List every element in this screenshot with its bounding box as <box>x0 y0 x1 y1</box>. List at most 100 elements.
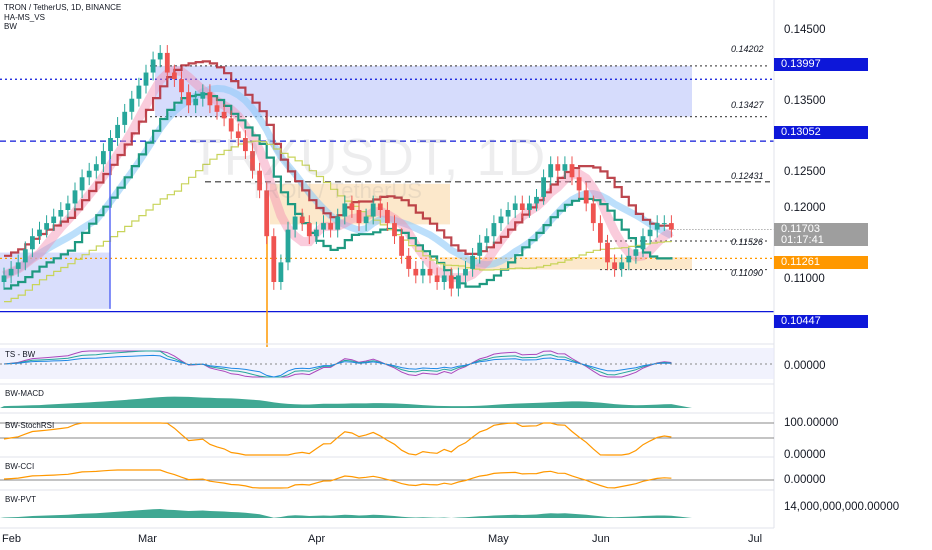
candle-body <box>321 223 326 230</box>
time-tick-may: May <box>488 533 509 545</box>
candle-body <box>477 242 483 256</box>
candle-body <box>441 275 447 282</box>
candle-body <box>356 210 362 224</box>
candle-body <box>612 262 617 269</box>
candle-body <box>44 223 49 230</box>
candle-body <box>22 249 28 263</box>
cci-line <box>3 469 672 489</box>
candle-body <box>392 223 397 237</box>
candle-body <box>598 223 603 243</box>
candle-body <box>456 275 461 289</box>
pane-label-pvt[interactable]: BW-PVT <box>5 495 36 504</box>
candle-body <box>1 275 7 282</box>
candle-body <box>527 203 532 210</box>
candle-body <box>484 236 490 243</box>
pane-axis-stochrsi-bottom: 0.00000 <box>784 449 826 461</box>
ts-bw-line <box>3 354 672 378</box>
candle-body <box>179 79 184 93</box>
candle-body <box>30 236 35 250</box>
price-tick-1: 0.13500 <box>784 95 826 107</box>
candle-body <box>654 223 660 230</box>
time-tick-jul: Jul <box>748 533 763 545</box>
candle-body <box>299 216 305 224</box>
candle-body <box>79 177 85 191</box>
level-label-3: 0.11526 <box>731 237 763 247</box>
pane-label-ts-bw[interactable]: TS - BW <box>5 350 36 359</box>
symbol-watermark: TRXUSDT, 1D <box>190 129 548 187</box>
candle-body <box>434 275 440 282</box>
candle-body <box>626 255 632 263</box>
candle-body <box>448 275 454 289</box>
candle-body <box>235 131 241 138</box>
symbol-header[interactable]: TRON / TetherUS, 1D, BINANCE <box>4 3 122 12</box>
pane-label-macd[interactable]: BW-MACD <box>5 389 44 398</box>
candle-body <box>640 236 646 250</box>
candle-body <box>463 268 468 276</box>
level-label-2: 0.12431 <box>731 171 764 181</box>
current-price-tag: 0.11703 <box>774 223 868 235</box>
candle-body <box>370 203 376 217</box>
price-tick-0: 0.14500 <box>784 24 826 36</box>
candle-body <box>271 236 277 282</box>
candle-body <box>541 177 546 197</box>
candle-body <box>257 170 262 191</box>
price-tag-level: 0.11261 <box>774 256 868 269</box>
candle-body <box>505 210 511 217</box>
candle-body <box>115 124 120 138</box>
candle-body <box>548 164 554 178</box>
candle-body <box>342 203 348 217</box>
candle-body <box>562 164 568 171</box>
support-zone <box>0 252 110 309</box>
price-tick-4: 0.11000 <box>784 273 825 285</box>
candle-body <box>534 196 539 204</box>
indicator-panes <box>0 0 775 529</box>
pane-axis-ts-bw: 0.00000 <box>784 360 826 372</box>
price-tag-level: 0.13997 <box>774 58 868 71</box>
candle-body <box>193 98 199 106</box>
candles <box>1 45 774 297</box>
time-tick-apr: Apr <box>308 533 326 545</box>
candle-body <box>590 203 596 224</box>
candle-body <box>292 216 298 230</box>
pvt-area <box>0 509 692 518</box>
candle-body <box>647 229 653 237</box>
candle-body <box>420 268 426 276</box>
candle-body <box>491 223 497 237</box>
indicator-header-1[interactable]: HA-MS_VS <box>4 13 45 22</box>
candle-body <box>498 216 504 224</box>
candle-body <box>93 164 99 171</box>
pane-label-stochrsi[interactable]: BW-StochRSI <box>5 421 55 430</box>
candle-body <box>278 262 284 282</box>
time-tick-mar: Mar <box>138 533 157 545</box>
candle-body <box>86 170 92 178</box>
candle-body <box>377 203 383 210</box>
candle-body <box>335 216 341 230</box>
countdown-tag: 01:17:41 <box>774 235 868 246</box>
indicator-header-2[interactable]: BW <box>4 22 17 31</box>
zones <box>0 65 692 309</box>
stochrsi-line <box>3 422 672 456</box>
candle-body <box>619 262 625 269</box>
candle-body <box>385 210 390 224</box>
candle-body <box>470 255 475 269</box>
candle-body <box>406 255 412 269</box>
candle-body <box>136 85 142 99</box>
candle-body <box>250 151 255 171</box>
candle-body <box>37 229 42 237</box>
candle-body <box>243 138 248 152</box>
candle-body <box>228 118 234 132</box>
time-tick-feb: Feb <box>2 533 21 545</box>
pane-axis-pvt: 14,000,000,000.00000 <box>784 501 900 513</box>
candle-body <box>108 138 113 152</box>
candle-body <box>328 223 333 230</box>
pane-label-cci[interactable]: BW-CCI <box>5 462 35 471</box>
candle-body <box>172 72 177 80</box>
trailing-stop-up <box>4 93 673 290</box>
macd-area <box>0 396 692 408</box>
pane-axis-cci: 0.00000 <box>784 474 826 486</box>
candle-body <box>207 92 213 106</box>
candle-body <box>200 92 206 99</box>
candle-body <box>605 242 610 263</box>
candle-body <box>101 151 106 165</box>
